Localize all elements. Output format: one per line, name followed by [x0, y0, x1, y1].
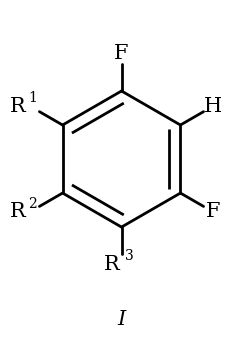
Text: H: H [204, 97, 222, 116]
Text: F: F [114, 44, 129, 63]
Text: I: I [117, 310, 126, 329]
Text: 1: 1 [28, 91, 37, 105]
Text: 3: 3 [124, 249, 133, 263]
Text: 2: 2 [28, 197, 37, 211]
Text: R: R [10, 97, 26, 116]
Text: R: R [10, 202, 26, 221]
Text: R: R [104, 255, 120, 274]
Text: F: F [206, 202, 220, 221]
